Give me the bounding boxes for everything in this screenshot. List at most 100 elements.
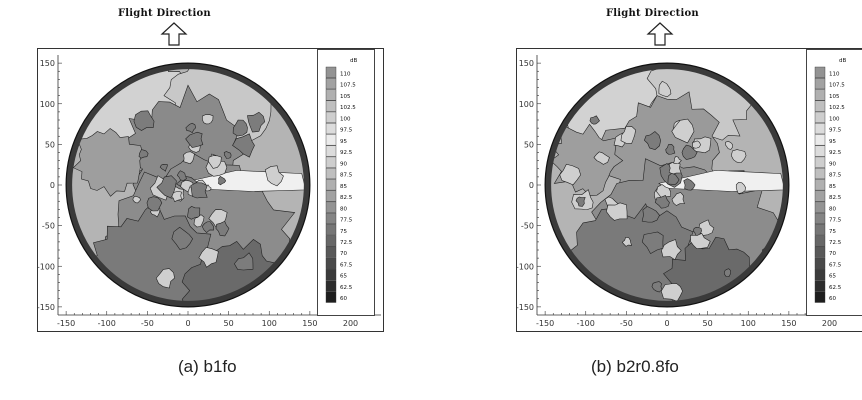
x-tick-label: -150 [536, 319, 554, 328]
legend-level-label: 72.5 [340, 240, 353, 246]
contour-region [665, 144, 676, 155]
legend-level-label: 60 [340, 296, 347, 302]
legend-level-label: 80 [829, 206, 836, 212]
contour-region [641, 231, 664, 255]
legend: dB 110 107.5 105 102.5 100 97.5 95 92.5 90 87.5 85 8… [317, 49, 375, 316]
y-tick-label: -50 [521, 222, 534, 231]
contour-region [185, 122, 197, 134]
contour-region [132, 195, 142, 204]
legend-level-label: 60 [829, 296, 836, 302]
y-tick-label: -50 [42, 222, 55, 231]
contour-region [671, 118, 695, 144]
contour-region [234, 252, 254, 271]
x-tick-label: -100 [577, 319, 595, 328]
contour-region [575, 196, 586, 207]
contour-region [72, 128, 144, 197]
legend-swatch [814, 212, 826, 225]
legend-swatch [814, 235, 826, 247]
y-tick-label: 0 [529, 181, 534, 190]
legend-level-label: 67.5 [829, 262, 842, 268]
up-arrow-icon [646, 22, 674, 46]
caption: (b) b2r0.8fo [591, 357, 679, 376]
contour-region [264, 165, 284, 187]
legend-scale: dB 110 107.5 105 102.5 100 97.5 95 92.5 90 87.5 85 8… [814, 58, 846, 303]
legend-level-label: 75 [340, 229, 347, 235]
legend-level-label: 77.5 [829, 218, 842, 224]
contour-region [668, 161, 682, 175]
legend-level-label: 100 [829, 116, 840, 122]
contour-region [621, 236, 633, 247]
legend-swatch [814, 201, 826, 213]
up-arrow-icon [160, 22, 188, 46]
legend-swatch [814, 145, 826, 157]
legend-swatch [814, 167, 826, 180]
legend: dB 110 107.5 105 102.5 100 97.5 95 92.5 90 87.5 85 8… [806, 49, 862, 316]
legend-level-label: 65 [340, 274, 347, 280]
legend-level-label: 97.5 [340, 128, 353, 134]
y-tick-label: 0 [50, 181, 55, 190]
legend-level-label: 90 [829, 161, 836, 167]
noise-disk [545, 63, 789, 307]
legend-swatch [814, 89, 826, 101]
x-tick-label: 0 [185, 319, 190, 328]
contour-region [656, 184, 671, 199]
legend-swatch [325, 179, 337, 191]
legend-swatch [814, 100, 826, 112]
legend-scale: dB 110 107.5 105 102.5 100 97.5 95 92.5 90 87.5 85 8… [325, 58, 357, 303]
legend-swatch [814, 269, 826, 281]
contour-region [193, 214, 205, 228]
contour-region [146, 196, 163, 212]
legend-swatch [325, 100, 337, 112]
legend-level-label: 110 [829, 71, 840, 77]
x-tick-label: 150 [781, 319, 796, 328]
legend-level-label: 75 [829, 229, 836, 235]
legend-level-label: 92.5 [340, 150, 353, 156]
contour-plot: -150 -100 -50 0 50 100 150 200 150 100 50 0 -50 -100 -… [38, 55, 381, 328]
legend-swatch [814, 78, 826, 90]
contour-region [641, 206, 660, 223]
legend-swatch [325, 66, 337, 78]
legend-swatch [814, 156, 826, 168]
contour-region [692, 140, 701, 149]
contour-region [185, 131, 204, 148]
contour-region [620, 126, 636, 144]
contour-region [690, 232, 711, 249]
contour-region [681, 144, 698, 160]
flight-direction-label: Flight Direction [118, 8, 211, 19]
legend-level-label: 82.5 [829, 195, 842, 201]
legend-level-label: 110 [340, 71, 351, 77]
contour-region [232, 119, 248, 137]
legend-swatch [325, 156, 337, 168]
legend-swatch [325, 212, 337, 225]
contour-region [654, 194, 670, 209]
legend-level-label: 67.5 [340, 262, 353, 268]
legend-swatch [325, 190, 337, 202]
contour-region [605, 202, 628, 221]
contour-region [176, 170, 187, 181]
x-tick-label: 100 [741, 319, 756, 328]
legend-level-label: 100 [340, 116, 351, 122]
disk-rim [66, 63, 310, 307]
legend-swatch [814, 190, 826, 202]
legend-level-label: 77.5 [340, 218, 353, 224]
legend-swatch [325, 111, 337, 123]
contour-region [171, 226, 194, 250]
x-tick-label: 200 [343, 319, 358, 328]
legend-swatch [814, 111, 826, 123]
x-tick-label: -100 [98, 319, 116, 328]
legend-level-label: 95 [829, 139, 836, 145]
x-tick-label: 50 [703, 319, 713, 328]
contour-region [183, 151, 195, 165]
x-tick-label: 50 [224, 319, 234, 328]
contour-region [683, 178, 696, 191]
legend-level-label: 62.5 [340, 285, 353, 291]
legend-level-label: 62.5 [829, 285, 842, 291]
contour-region [232, 133, 255, 158]
contour-region [658, 80, 672, 98]
legend-level-label: 82.5 [340, 195, 353, 201]
contour-region [202, 114, 214, 125]
flight-direction-label: Flight Direction [606, 8, 699, 19]
contour-region [735, 182, 747, 194]
legend-level-label: 87.5 [340, 173, 353, 179]
contour-region [247, 111, 266, 133]
